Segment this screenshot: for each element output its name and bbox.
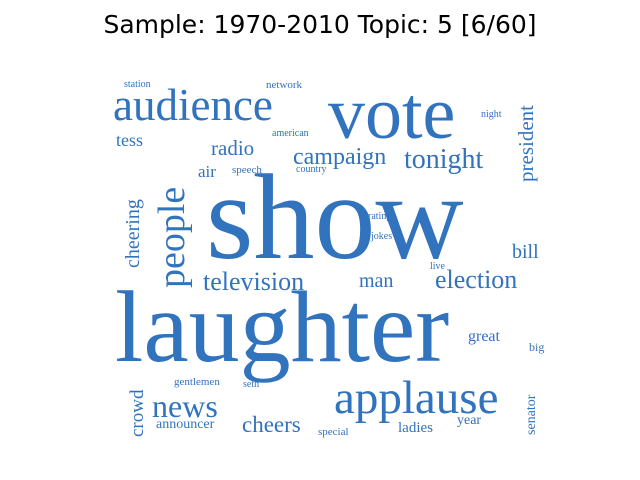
word-tonight: tonight [404, 144, 484, 175]
word-tess: tess [116, 130, 143, 150]
word-applause: applause [334, 372, 498, 424]
word-television: television [203, 267, 304, 296]
word-radio: radio [211, 136, 254, 160]
word-audience: audience [113, 80, 273, 130]
word-crowd: crowd [127, 389, 148, 437]
word-cheering: cheering [122, 199, 144, 268]
word-big: big [529, 340, 544, 354]
word-people: people [151, 187, 193, 288]
word-seth: seth [243, 379, 259, 390]
word-station: station [124, 79, 151, 90]
word-night: night [481, 109, 502, 120]
word-show: show [206, 150, 464, 285]
word-special: special [318, 426, 349, 438]
word-senator: senator [524, 394, 539, 435]
word-news: news [152, 388, 218, 424]
word-vote: vote [328, 73, 455, 155]
word-announcer: announcer [156, 417, 215, 432]
word-air: air [198, 162, 216, 181]
word-campaign: campaign [293, 144, 386, 170]
word-great: great [468, 328, 501, 345]
word-network: network [266, 79, 303, 91]
word-cheers: cheers [242, 412, 301, 437]
word-man: man [359, 270, 393, 292]
word-ladies: ladies [398, 420, 433, 436]
word-live: live [430, 261, 446, 272]
word-year: year [457, 413, 481, 428]
word-bill: bill [512, 241, 539, 263]
word-laughter: laughter [115, 271, 449, 384]
word-jokes: jokes [370, 231, 392, 242]
word-gentlemen: gentlemen [174, 376, 220, 388]
page-title: Sample: 1970-2010 Topic: 5 [6/60] [103, 10, 537, 39]
word-speech: speech [232, 164, 262, 176]
word-election: election [435, 265, 517, 294]
word-american: american [272, 128, 309, 139]
word-country: country [296, 164, 327, 175]
word-president: president [514, 105, 538, 182]
word-ratings: ratings [368, 211, 395, 222]
